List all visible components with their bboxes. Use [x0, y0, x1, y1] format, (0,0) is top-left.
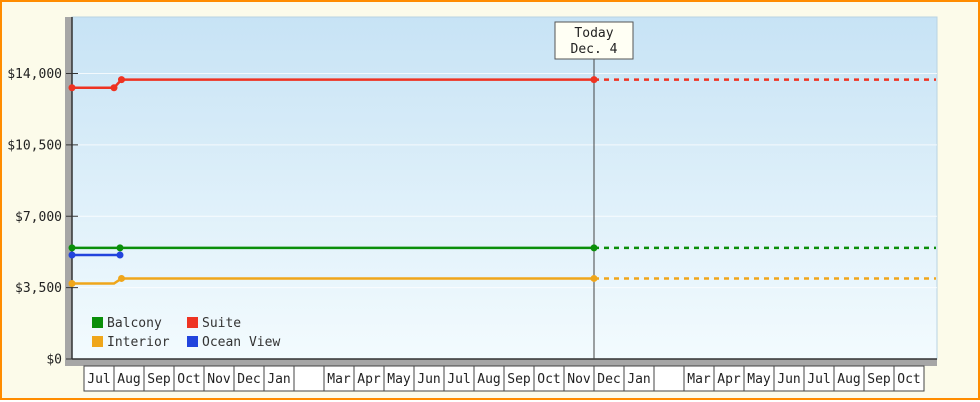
month-label: May [747, 372, 771, 387]
month-label: Apr [717, 372, 741, 387]
legend-swatch-suite [187, 317, 198, 328]
month-label: Mar [687, 372, 711, 387]
plot-shadow [65, 17, 937, 366]
month-cell [323, 365, 355, 392]
y-tick-label: $3,500 [15, 281, 62, 296]
legend-label: Balcony [107, 316, 162, 331]
month-label: Sep [147, 372, 171, 387]
legend-label: Interior [107, 335, 170, 350]
y-axis: $0 $3,500 $7,000 $10,500 $14,000 [7, 67, 78, 368]
month-label: Nov [567, 372, 591, 387]
month-cell [683, 365, 715, 392]
month-label: Sep [867, 372, 891, 387]
month-label: Sep [507, 372, 531, 387]
data-point-balcony [116, 244, 124, 252]
month-cell [893, 365, 925, 392]
data-point-ocean-view [68, 251, 76, 259]
data-point-suite [68, 84, 76, 92]
data-point-balcony [590, 244, 598, 252]
today-label-line1: Today [574, 26, 613, 41]
y-tick-label: $7,000 [15, 210, 62, 225]
month-cell [83, 365, 115, 392]
month-label: Dec [237, 372, 260, 387]
month-label: Oct [177, 372, 200, 387]
gridlines [72, 73, 937, 289]
legend-swatch-ocean-view [187, 336, 198, 347]
series-interior [68, 274, 936, 288]
legend-swatch-balcony [92, 317, 103, 328]
month-cell [293, 365, 325, 392]
month-cell [593, 365, 625, 392]
month-label: Jun [777, 372, 800, 387]
data-point-interior [118, 274, 125, 282]
month-cell [713, 365, 745, 392]
data-point-ocean-view [116, 251, 124, 259]
data-point-interior [68, 280, 76, 288]
month-label: Dec [597, 372, 620, 387]
month-label: Aug [117, 372, 140, 387]
today-label-line2: Dec. 4 [571, 42, 618, 57]
series-ocean-view [68, 251, 124, 259]
y-tick-label: $14,000 [7, 67, 62, 82]
month-cell [383, 365, 415, 392]
month-cell [863, 365, 895, 392]
x-axis-months: Jul Aug Sep Oct Nov Dec Jan Mar Apr May Jun Jul Aug S… [83, 365, 925, 392]
month-cell [773, 365, 805, 392]
month-cell [413, 365, 445, 392]
month-label: Oct [537, 372, 560, 387]
series-suite [68, 76, 936, 92]
month-label: Jul [807, 372, 830, 387]
legend-swatch-interior [92, 336, 103, 347]
month-label: Nov [207, 372, 231, 387]
data-point-suite [118, 76, 125, 84]
month-label: Jan [627, 372, 650, 387]
legend: Balcony Suite Interior Ocean View [92, 316, 280, 350]
legend-label: Ocean View [202, 335, 280, 350]
month-label: Jul [87, 372, 110, 387]
month-label: Aug [477, 372, 500, 387]
month-cell [803, 365, 835, 392]
legend-label: Suite [202, 316, 241, 331]
month-label: Mar [327, 372, 351, 387]
month-cell [233, 365, 265, 392]
month-cell [623, 365, 655, 392]
data-point-interior [590, 274, 598, 282]
series-balcony [68, 244, 936, 252]
plot-area [71, 16, 938, 360]
month-cell [143, 365, 175, 392]
month-label: Aug [837, 372, 860, 387]
month-label: May [387, 372, 411, 387]
y-tick-label: $0 [46, 353, 62, 368]
month-cell [473, 365, 505, 392]
month-cell [743, 365, 775, 392]
month-cell [503, 365, 535, 392]
month-label: Jun [417, 372, 440, 387]
month-cell [653, 365, 685, 392]
y-tick-label: $10,500 [7, 138, 62, 153]
month-label: Jul [447, 372, 470, 387]
month-cell [563, 365, 595, 392]
month-label: Jan [267, 372, 290, 387]
month-label: Oct [897, 372, 920, 387]
data-point-suite [590, 76, 598, 84]
month-cell [113, 365, 145, 392]
data-point-balcony [68, 244, 76, 252]
data-point-suite [110, 84, 118, 92]
today-label-box [554, 21, 634, 60]
month-label: Apr [357, 372, 381, 387]
